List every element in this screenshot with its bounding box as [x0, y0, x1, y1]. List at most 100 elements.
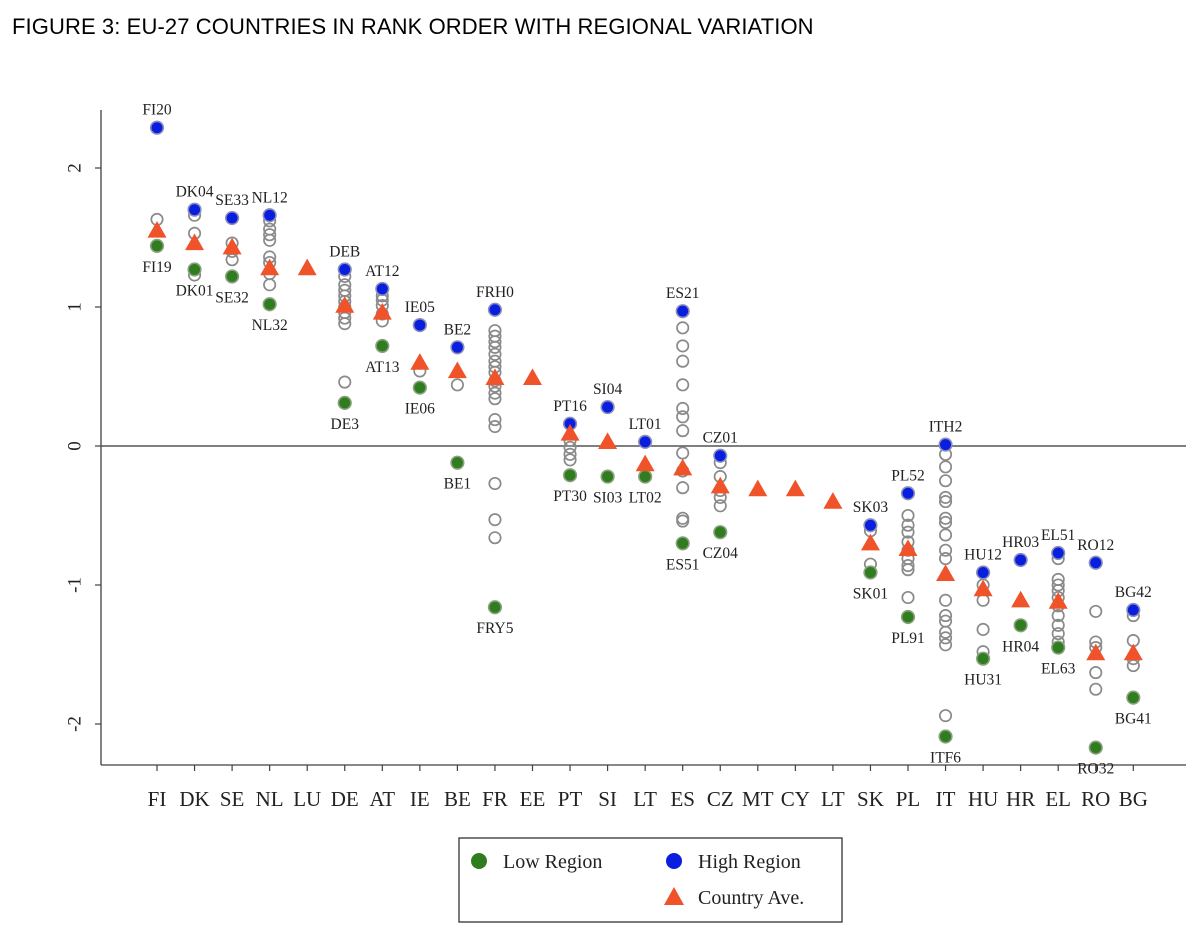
region-point	[263, 233, 277, 247]
high-region-point	[375, 281, 390, 297]
country-group-hr	[1011, 552, 1031, 633]
x-tick-labels: FI DK SE NL LU DE AT IE BE FR EE PT SI LT ES CZ MT CY LT SK…	[148, 765, 1148, 811]
high-region-label: ITH2	[929, 419, 963, 436]
region-point	[488, 386, 502, 400]
region-point	[563, 453, 577, 467]
country-average-marker	[410, 353, 430, 370]
country-average-marker	[673, 458, 693, 476]
region-point	[976, 593, 990, 607]
low-region-label: EL63	[1041, 661, 1076, 678]
low-region-label: DE3	[331, 416, 360, 433]
x-tick-label: PL	[896, 787, 921, 811]
country-group-es	[673, 304, 693, 551]
region-point	[1051, 627, 1065, 641]
low-region-point	[975, 651, 991, 666]
region-point	[938, 638, 953, 652]
low-region-point	[412, 380, 427, 395]
high-region-label: FRH0	[476, 284, 514, 301]
country-group-ro	[1086, 555, 1106, 755]
high-region-point	[975, 565, 991, 580]
country-group-nl	[260, 208, 280, 312]
region-point	[938, 460, 953, 474]
country-group-pl	[898, 486, 918, 625]
x-tick-label: EL	[1045, 787, 1071, 811]
region-point	[938, 625, 953, 639]
country-average-marker	[898, 539, 918, 556]
high-region-point	[1088, 555, 1103, 570]
low-region-label: HU31	[964, 672, 1002, 689]
low-region-point	[450, 455, 465, 470]
low-region-label: IE06	[405, 401, 435, 418]
region-point	[676, 410, 690, 424]
country-group-se	[222, 210, 242, 284]
x-tick-label: AT	[369, 787, 395, 811]
figure-title: FIGURE 3: EU-27 COUNTRIES IN RANK ORDER …	[12, 14, 814, 39]
country-group-it	[936, 437, 956, 744]
low-region-point	[225, 269, 240, 284]
region-point	[676, 378, 690, 392]
x-tick-label: FR	[482, 787, 508, 811]
country-group-mt	[748, 479, 768, 497]
region-point	[901, 525, 915, 539]
country-average-marker	[372, 303, 392, 320]
high-region-point	[600, 399, 615, 415]
region-point	[676, 514, 690, 528]
legend-low-label: Low Region	[503, 851, 602, 873]
low-region-label: NL32	[252, 317, 288, 334]
country-group-ie	[410, 317, 430, 395]
high-region-label: RO12	[1077, 537, 1114, 554]
low-region-label: LT02	[629, 490, 662, 507]
country-average-marker	[635, 454, 655, 472]
country-average-marker	[185, 233, 205, 251]
region-point	[901, 563, 915, 577]
region-point	[1051, 618, 1065, 632]
region-point	[1089, 682, 1103, 696]
country-average-marker	[785, 479, 805, 497]
low-region-label: HR04	[1002, 638, 1039, 655]
region-point	[676, 424, 690, 438]
low-region-label: PL91	[891, 630, 925, 647]
region-point	[938, 495, 953, 509]
high-region-point	[149, 120, 165, 135]
high-region-point	[675, 304, 690, 319]
region-point	[488, 476, 502, 491]
country-group-sk	[860, 518, 880, 580]
x-tick-label: LU	[293, 787, 321, 811]
region-point	[1126, 659, 1140, 673]
x-tick-label: CY	[781, 787, 810, 811]
region-point	[1051, 578, 1065, 592]
country-group-fr	[485, 302, 505, 615]
high-region-label: SI04	[593, 381, 623, 398]
low-region-point	[337, 395, 352, 411]
region-point	[938, 593, 953, 607]
y-tick-label: 0	[65, 441, 86, 451]
x-tick-label: PT	[558, 787, 583, 811]
country-average-marker	[598, 432, 618, 449]
country-group-lt	[823, 492, 843, 509]
high-region-point	[1126, 602, 1141, 618]
country-group-el	[1048, 545, 1068, 655]
high-region-label: EL51	[1041, 527, 1075, 544]
region-point	[263, 228, 277, 242]
region-point	[676, 339, 690, 353]
high-region-point	[412, 317, 427, 333]
region-point	[901, 590, 915, 605]
high-region-point	[337, 262, 352, 277]
high-region-label: DK04	[176, 184, 214, 201]
low-region-label: ES51	[666, 556, 700, 573]
country-group-lu	[297, 258, 317, 276]
high-region-label: ES21	[666, 285, 700, 302]
region-point	[976, 622, 990, 637]
high-region-label: SE33	[215, 192, 249, 209]
region-point	[1089, 666, 1103, 680]
high-region-point	[262, 208, 277, 223]
region-point	[488, 513, 502, 527]
low-region-label: AT13	[365, 359, 400, 376]
region-point	[676, 321, 690, 335]
low-region-point	[938, 729, 953, 744]
high-region-point	[863, 518, 878, 533]
region-point	[263, 278, 277, 292]
x-tick-label: EE	[520, 787, 546, 811]
region-point	[676, 481, 690, 495]
low-region-label: PT30	[553, 488, 587, 505]
